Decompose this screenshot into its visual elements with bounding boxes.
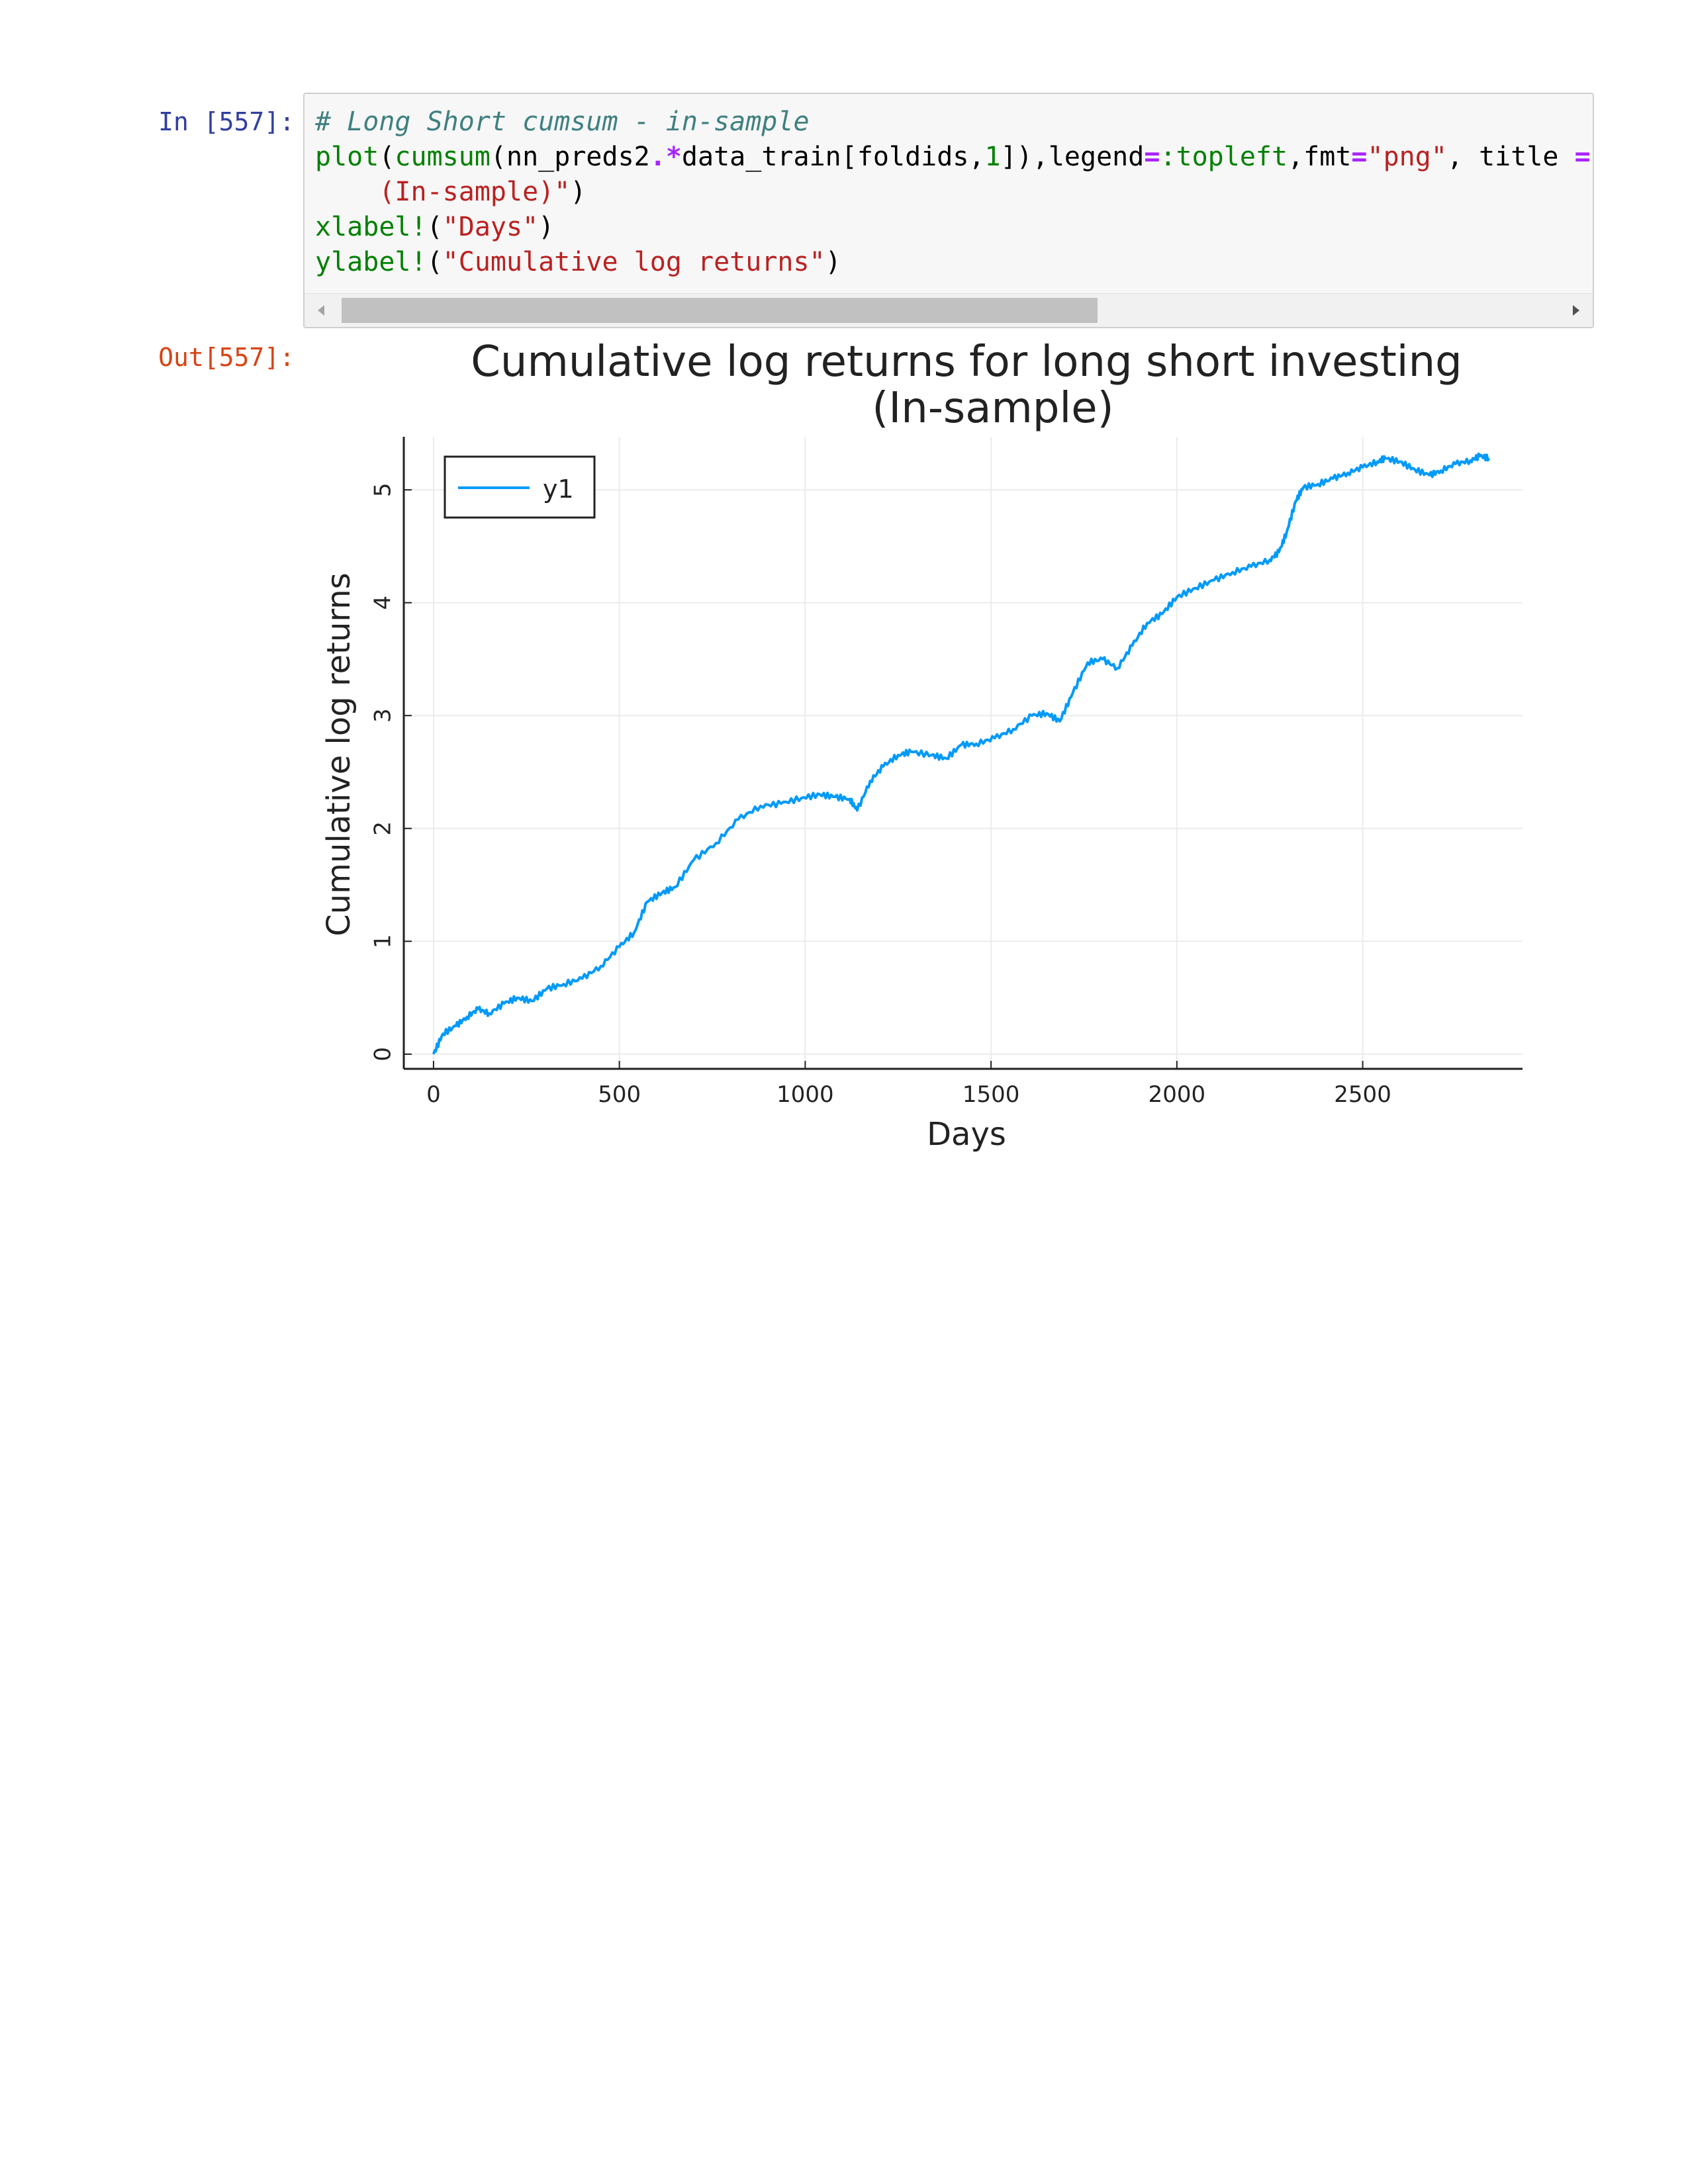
y-tick-label: 4 [370, 596, 397, 610]
code-token: xlabel! [315, 212, 427, 242]
code-line: plot(cumsum(nn_preds2.*data_train[foldid… [315, 140, 1591, 175]
code-token: plot [315, 142, 379, 172]
code-line: ylabel!("Cumulative log returns") [315, 245, 1591, 280]
code-token: cumsum [395, 142, 491, 172]
input-prompt: In [557]: [158, 107, 295, 136]
code-token: , title [1446, 142, 1575, 172]
code-token: ]),legend [1000, 142, 1145, 172]
scrollbar-thumb[interactable] [342, 298, 1098, 323]
output-prompt: Out[557]: [158, 343, 295, 372]
series-line-y1 [432, 452, 1491, 1055]
x-tick-label: 0 [426, 1081, 441, 1108]
code-token: :topleft [1160, 142, 1288, 172]
code-token: ) [570, 177, 586, 207]
code-token: 1 [984, 142, 1001, 172]
horizontal-scrollbar[interactable] [305, 293, 1593, 327]
x-tick-label: 2000 [1149, 1081, 1206, 1108]
code-token: = [1144, 142, 1160, 172]
chart-grid [404, 437, 1523, 1069]
code-token: (nn_preds2 [490, 142, 650, 172]
code-token: = [1351, 142, 1368, 172]
chart-title-line2: (In-sample) [872, 384, 1113, 433]
code-token: = [1574, 142, 1591, 172]
x-tick-label: 1500 [962, 1081, 1020, 1108]
code-token: ) [538, 212, 555, 242]
x-tick-label: 1000 [776, 1081, 834, 1108]
code-cell[interactable]: # Long Short cumsum - in-sample plot(cums… [303, 93, 1594, 328]
code-token: "png" [1367, 142, 1447, 172]
code-line: xlabel!("Days") [315, 210, 1591, 245]
code-line: (In-sample)") [315, 175, 1591, 210]
code-token: .* [649, 142, 682, 172]
code-token: ) [825, 247, 841, 277]
code-token: (In-sample)" [315, 177, 571, 207]
code-token: ,fmt [1288, 142, 1352, 172]
y-tick-label: 2 [370, 821, 397, 836]
y-tick-label: 3 [370, 708, 397, 723]
x-axis-label: Days [927, 1116, 1006, 1153]
code-token: ( [379, 142, 395, 172]
code-token: "Days" [442, 212, 539, 242]
code-token: ylabel! [315, 247, 427, 277]
code-token: data_train[foldids, [681, 142, 985, 172]
chart-title: Cumulative log returns for long short in… [471, 338, 1462, 387]
code-token: # Long Short cumsum - in-sample [315, 107, 810, 137]
chart-series [432, 452, 1491, 1055]
code-line: # Long Short cumsum - in-sample [315, 105, 1591, 140]
scroll-left-arrow-icon[interactable] [318, 305, 324, 316]
chart-ticks: 0 500 1000 1500 2000 2500 0 1 2 3 4 5 [370, 482, 1391, 1108]
y-tick-label: 5 [370, 482, 397, 497]
y-tick-label: 1 [370, 934, 397, 948]
chart-axes [402, 437, 1523, 1070]
code-editor[interactable]: # Long Short cumsum - in-sample plot(cums… [315, 105, 1591, 280]
scroll-right-arrow-icon[interactable] [1573, 305, 1579, 316]
x-tick-label: 2500 [1334, 1081, 1391, 1108]
code-token: ( [426, 212, 443, 242]
y-axis-label: Cumulative log returns [320, 572, 357, 936]
y-tick-label: 0 [370, 1047, 397, 1062]
chart-legend: y1 [444, 455, 596, 519]
legend-label: y1 [543, 475, 574, 504]
code-token: "Cumulative log returns" [442, 247, 825, 277]
code-token: ( [426, 247, 443, 277]
output-chart: Cumulative log returns for long short in… [320, 338, 1523, 1153]
x-tick-label: 500 [598, 1081, 641, 1108]
